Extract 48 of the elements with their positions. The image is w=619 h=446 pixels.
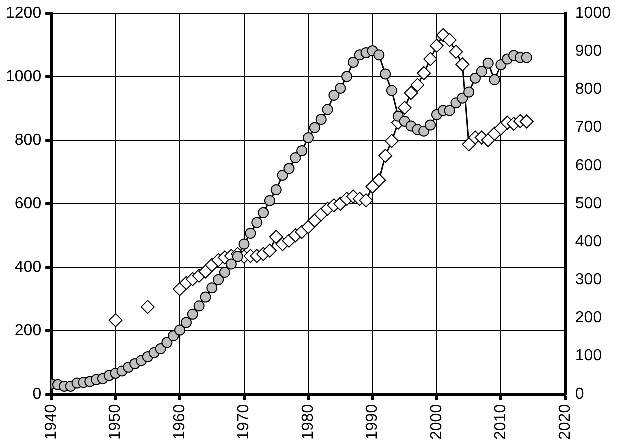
x-tick-label: 2010 [492, 404, 510, 440]
y2-tick-label: 800 [575, 81, 602, 98]
y-tick-label: 1000 [6, 68, 42, 86]
x-tick-label: 1940 [43, 404, 60, 440]
point [430, 38, 444, 53]
point [269, 230, 284, 244]
x-tick-label: 2020 [556, 404, 574, 440]
x-tick-label: 1970 [236, 404, 253, 440]
point [198, 264, 213, 279]
y2-tick-label: 500 [575, 195, 602, 212]
y-tick-label: 400 [14, 258, 42, 276]
point [442, 33, 457, 48]
y-tick-label: 600 [14, 195, 42, 212]
y2-tick-label: 700 [575, 119, 602, 136]
point [449, 45, 464, 60]
point [262, 244, 277, 258]
y2-tick-label: 400 [575, 233, 602, 250]
y2-tick-label: 200 [575, 310, 602, 327]
y2-tick-label: 300 [575, 272, 602, 289]
y2-tick-label: 900 [575, 43, 602, 60]
point [462, 138, 476, 152]
x-tick-label: 1950 [107, 404, 124, 440]
point [404, 86, 418, 100]
point [398, 101, 412, 116]
y-tick-label: 800 [14, 132, 42, 149]
point [366, 180, 380, 194]
x-tick-label: 2000 [428, 404, 446, 440]
y-tick-label: 0 [32, 386, 42, 403]
y-tick-label: 200 [14, 322, 42, 340]
x-tick-label: 1960 [171, 404, 188, 440]
point [410, 78, 425, 92]
y2-tick-label: 1000 [575, 5, 612, 22]
y-tick-label: 1200 [6, 5, 42, 22]
point [417, 66, 432, 80]
point [384, 134, 399, 148]
y2-tick-label: 100 [575, 348, 602, 365]
point [378, 149, 393, 164]
point [108, 314, 123, 328]
y2-tick-label: 0 [575, 386, 584, 403]
point [424, 52, 438, 66]
point [456, 58, 470, 72]
point [372, 173, 386, 188]
point [140, 300, 155, 314]
point [520, 114, 534, 129]
point [359, 194, 374, 208]
x-tick-label: 1990 [364, 404, 382, 440]
y2-tick-label: 600 [575, 157, 602, 174]
x-tick-label: 1980 [300, 404, 317, 440]
